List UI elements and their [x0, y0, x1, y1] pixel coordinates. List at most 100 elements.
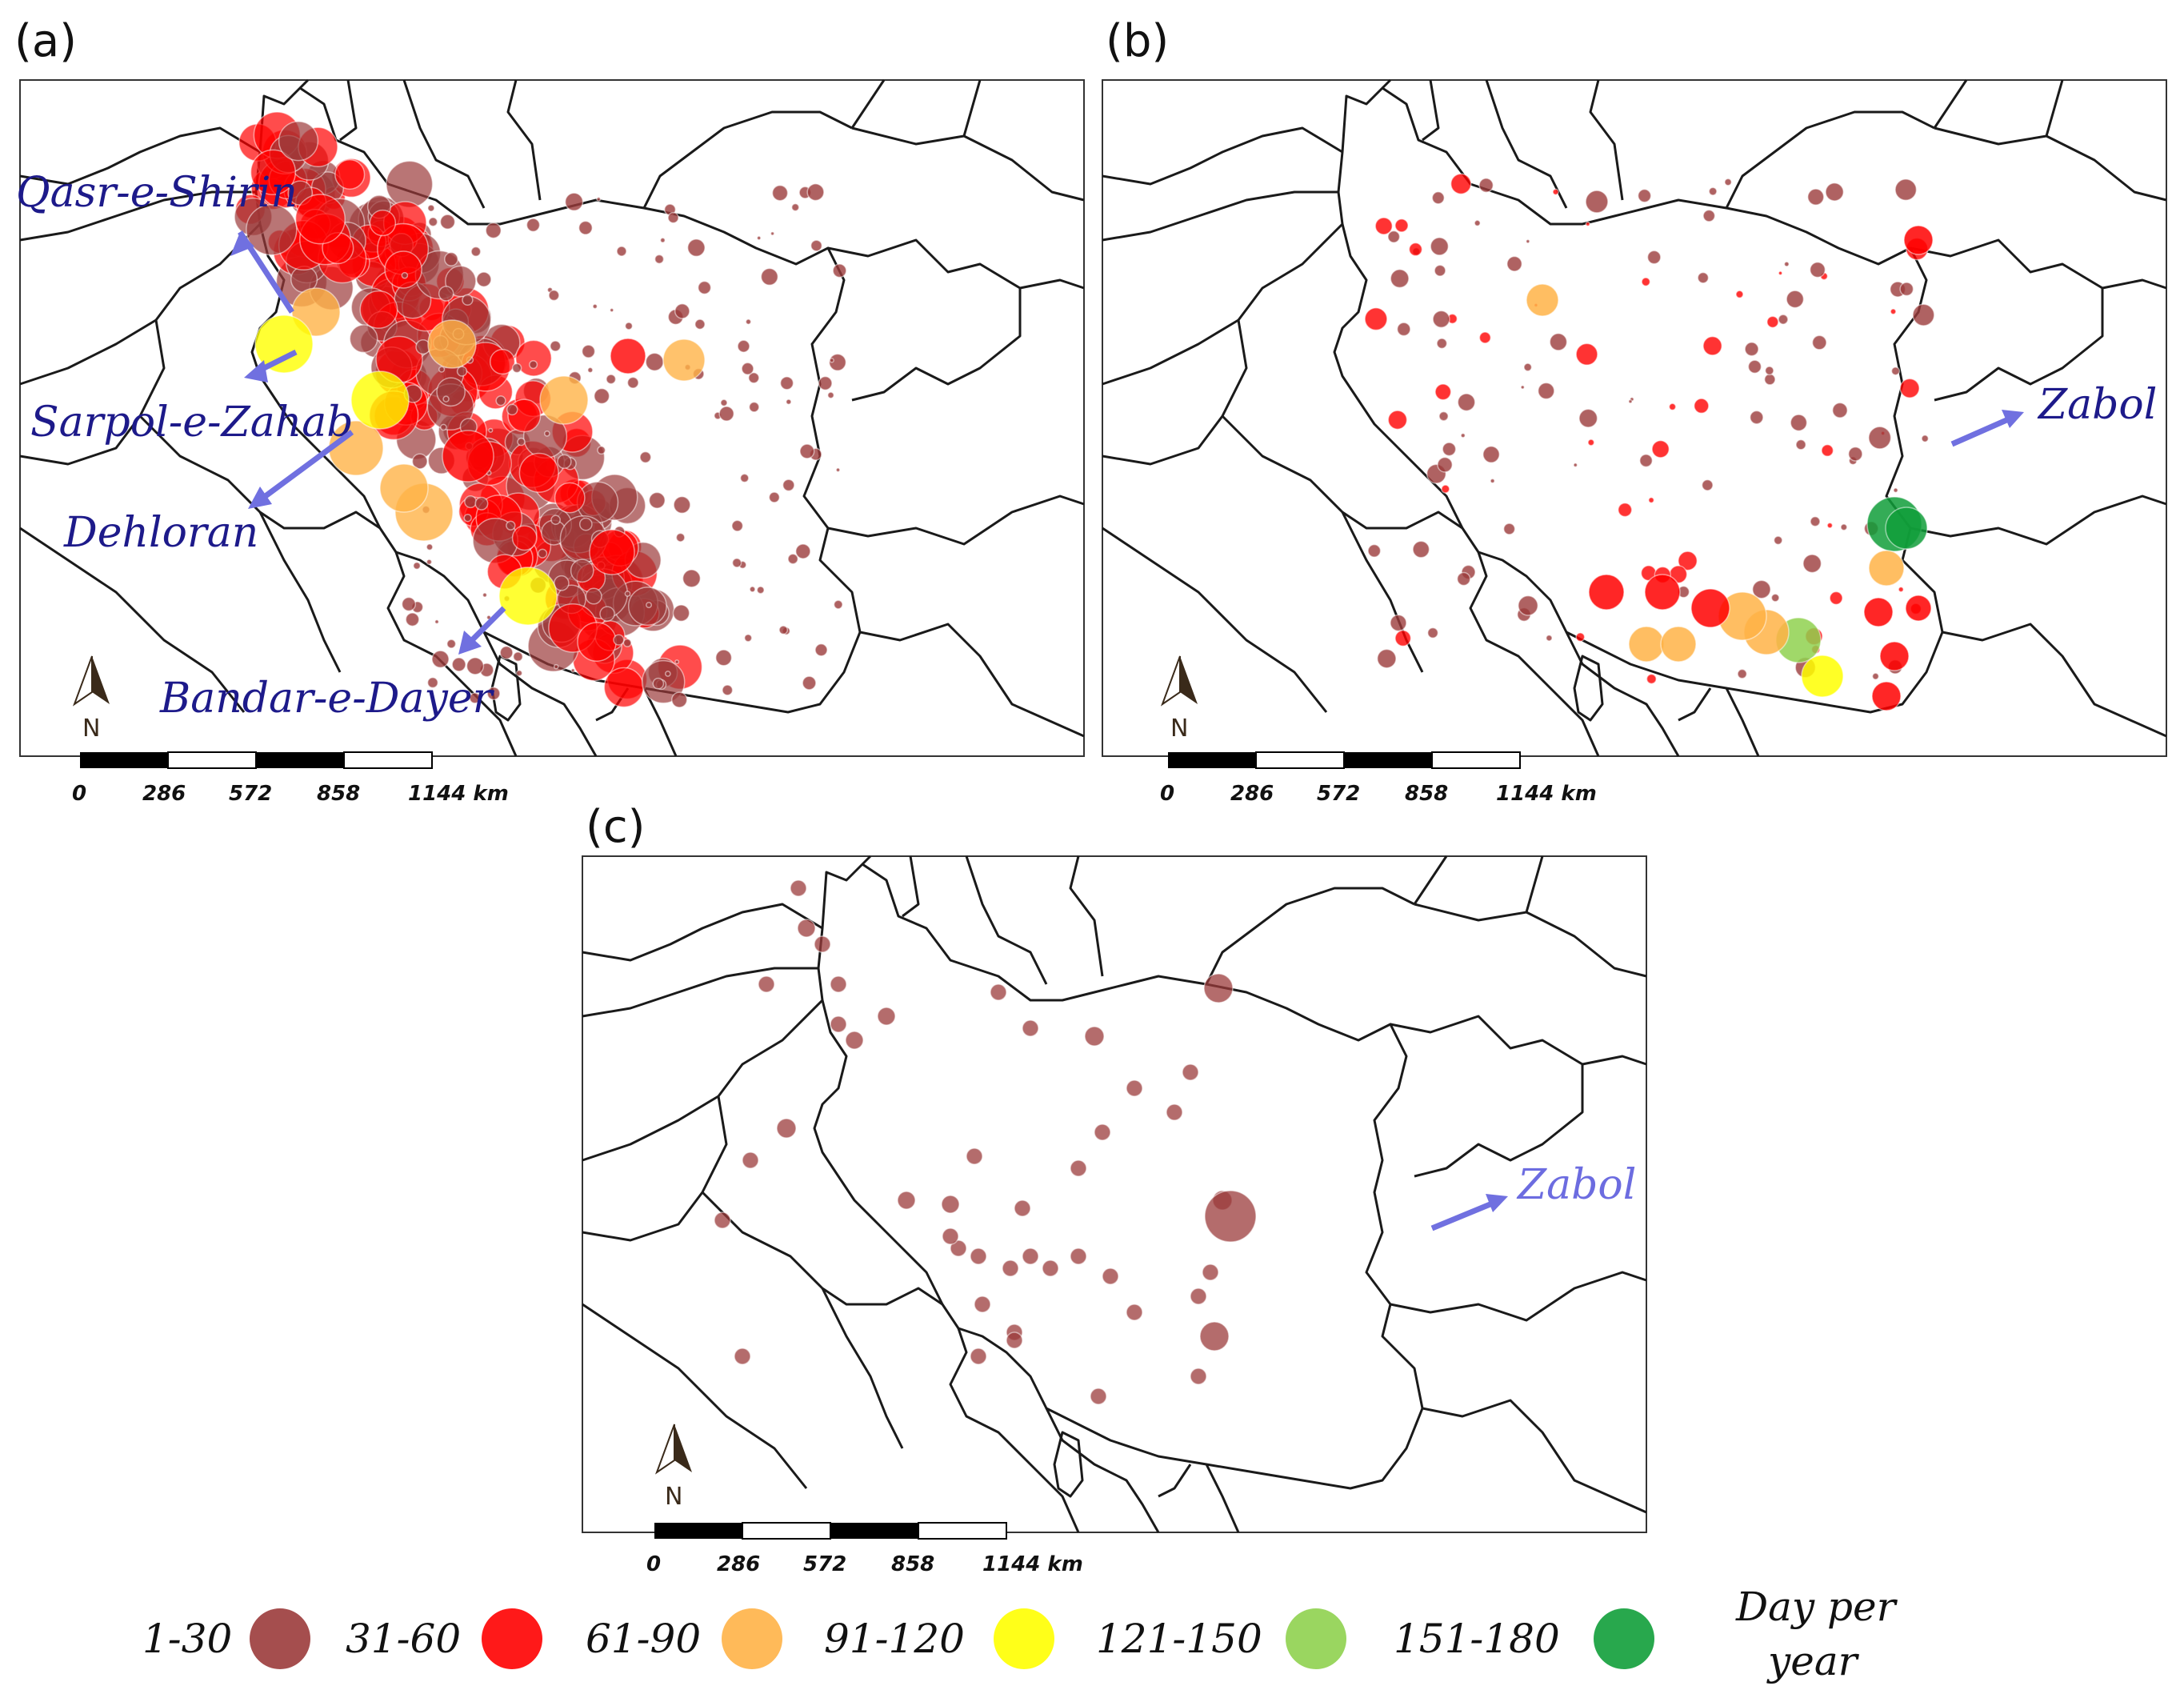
station-marker	[426, 677, 439, 689]
station-marker	[543, 430, 550, 437]
station-marker	[466, 657, 485, 675]
scale-bar-segment	[742, 1522, 831, 1540]
station-marker	[686, 238, 706, 258]
station-markers-a	[234, 111, 847, 708]
station-marker	[1801, 655, 1844, 698]
station-marker	[518, 452, 559, 493]
station-marker	[714, 1211, 731, 1229]
station-marker	[1651, 439, 1670, 459]
scale-bar-segment	[1255, 751, 1345, 769]
station-marker	[779, 376, 794, 390]
station-marker	[334, 158, 366, 190]
station-marker	[438, 286, 454, 302]
station-marker	[1070, 1159, 1087, 1177]
station-marker	[833, 599, 843, 610]
station-marker	[495, 395, 506, 406]
scale-bar-segment	[654, 1523, 742, 1539]
station-marker	[715, 649, 733, 667]
arrow-head-icon	[244, 360, 268, 382]
north-arrow-c: N	[654, 1424, 692, 1511]
station-marker	[1367, 543, 1382, 558]
station-marker	[877, 1007, 896, 1026]
station-marker	[594, 387, 610, 405]
station-marker	[1474, 219, 1481, 227]
station-marker	[1898, 586, 1904, 593]
scale-tick: 286	[1230, 782, 1274, 806]
station-marker	[743, 634, 753, 643]
station-marker	[970, 1348, 987, 1365]
station-marker	[1628, 626, 1665, 663]
scale-bar-segment	[918, 1522, 1007, 1540]
station-marker	[1868, 426, 1892, 450]
station-marker	[1795, 439, 1806, 451]
arrow-head-icon	[248, 487, 272, 509]
station-marker	[806, 183, 825, 202]
station-marker	[829, 358, 834, 363]
station-marker	[463, 513, 472, 523]
station-marker	[1764, 366, 1774, 376]
legend: 1-30 31-60 61-90 91-120 121-150 151-180 …	[142, 1584, 1898, 1684]
station-marker	[1585, 190, 1609, 214]
station-marker	[1840, 523, 1848, 531]
station-marker	[597, 446, 606, 455]
station-marker	[442, 395, 450, 402]
station-marker	[1778, 314, 1789, 325]
north-label: N	[665, 1483, 682, 1511]
station-marker	[1441, 484, 1450, 494]
station-marker	[828, 353, 847, 371]
station-marker	[770, 231, 775, 236]
station-marker	[1744, 342, 1759, 357]
station-marker	[697, 280, 712, 295]
station-marker	[578, 517, 593, 531]
station-marker	[827, 391, 835, 399]
station-marker	[739, 473, 750, 483]
station-marker	[436, 377, 466, 407]
station-marker	[950, 1239, 967, 1257]
station-marker	[1708, 186, 1718, 196]
north-arrow-b: N	[1160, 655, 1198, 743]
station-marker	[384, 250, 422, 289]
station-marker	[1893, 487, 1898, 494]
station-marker	[768, 491, 781, 503]
station-marker	[745, 318, 752, 325]
station-marker	[474, 496, 489, 511]
station-marker	[1810, 516, 1821, 527]
station-marker	[1426, 627, 1439, 639]
scale-tick: 572	[803, 1552, 846, 1576]
station-marker	[1387, 410, 1408, 431]
station-marker	[974, 1296, 991, 1313]
station-marker	[1578, 408, 1598, 428]
scale-tick: 286	[142, 782, 186, 806]
station-marker	[1394, 630, 1412, 647]
station-marker	[431, 650, 450, 669]
legend-swatch-1-30	[250, 1608, 310, 1669]
panel-label-c: (c)	[586, 801, 645, 853]
station-marker	[791, 202, 800, 212]
station-marker	[1879, 641, 1910, 671]
legend-label-1-30: 1-30	[142, 1616, 232, 1662]
station-marker	[1546, 634, 1553, 642]
station-marker	[970, 1247, 987, 1265]
station-marker	[386, 160, 434, 208]
station-marker	[1190, 1368, 1207, 1385]
station-marker	[1412, 540, 1430, 559]
station-marker	[1478, 178, 1494, 193]
station-marker	[1084, 1026, 1105, 1047]
panel-label-a: (a)	[14, 15, 77, 67]
legend-swatch-91-120	[994, 1608, 1054, 1669]
station-marker	[379, 463, 429, 513]
station-marker	[1899, 282, 1914, 297]
map-panel-a	[18, 78, 1086, 758]
scale-bar-b: 0 286 572 858 1144 km	[1160, 751, 1597, 806]
station-marker	[557, 454, 572, 470]
station-marker	[451, 657, 466, 672]
station-marker	[810, 239, 823, 252]
arrow-icon	[258, 430, 354, 503]
scale-tick: 0	[1160, 782, 1174, 806]
station-marker	[741, 362, 754, 375]
station-marker	[587, 366, 594, 374]
station-marker	[626, 376, 639, 389]
legend-label-91-120: 91-120	[824, 1616, 965, 1662]
station-marker	[442, 430, 494, 483]
station-marker	[482, 592, 488, 598]
